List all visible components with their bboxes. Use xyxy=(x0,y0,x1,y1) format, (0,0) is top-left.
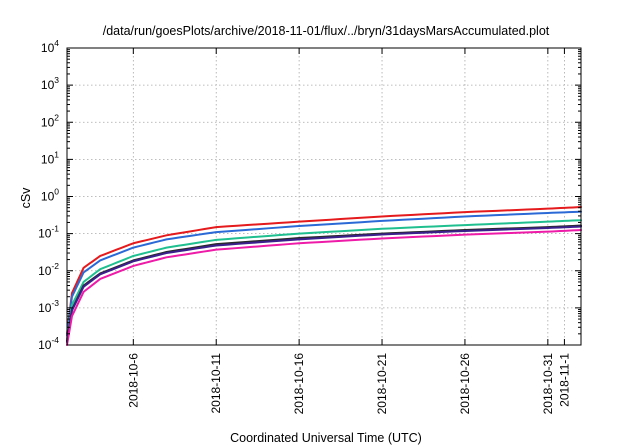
grid-lines xyxy=(67,48,581,345)
y-tick-label: 10-2 xyxy=(38,261,59,278)
x-tick-label: 2018-10-6 xyxy=(126,353,140,408)
series-line-4 xyxy=(66,224,582,342)
y-tick-label: 103 xyxy=(41,75,59,92)
series-line-2 xyxy=(66,210,582,337)
y-tick-label: 10-4 xyxy=(38,335,59,352)
y-axis-label: cSv xyxy=(19,187,33,209)
series-line-6 xyxy=(66,229,582,346)
y-tick-label: 10-1 xyxy=(38,224,59,241)
x-tick-label: 2018-10-11 xyxy=(209,353,223,414)
x-tick-label: 2018-10-31 xyxy=(541,353,555,415)
y-tick-label: 100 xyxy=(41,187,59,204)
series-line-5 xyxy=(66,225,582,344)
y-tick-label: 102 xyxy=(41,112,59,129)
series-lines xyxy=(66,206,582,346)
y-tick-label: 104 xyxy=(41,38,59,55)
y-tick-label: 10-3 xyxy=(38,298,59,315)
chart-title: /data/run/goesPlots/archive/2018-11-01/f… xyxy=(103,24,550,38)
x-tick-label: 2018-11-1 xyxy=(557,353,571,407)
axis-ticks: 10-4 10-3 10-2 10-1 100 101 102 103 104 2018-10-6… xyxy=(38,38,581,414)
series-line-1 xyxy=(66,206,582,335)
x-tick-label: 2018-10-21 xyxy=(375,353,389,415)
y-tick-label: 101 xyxy=(41,149,59,166)
x-axis-label: Coordinated Universal Time (UTC) xyxy=(230,431,422,445)
x-tick-label: 2018-10-26 xyxy=(458,353,472,415)
x-tick-label: 2018-10-16 xyxy=(292,353,306,415)
series-line-3 xyxy=(66,219,582,340)
